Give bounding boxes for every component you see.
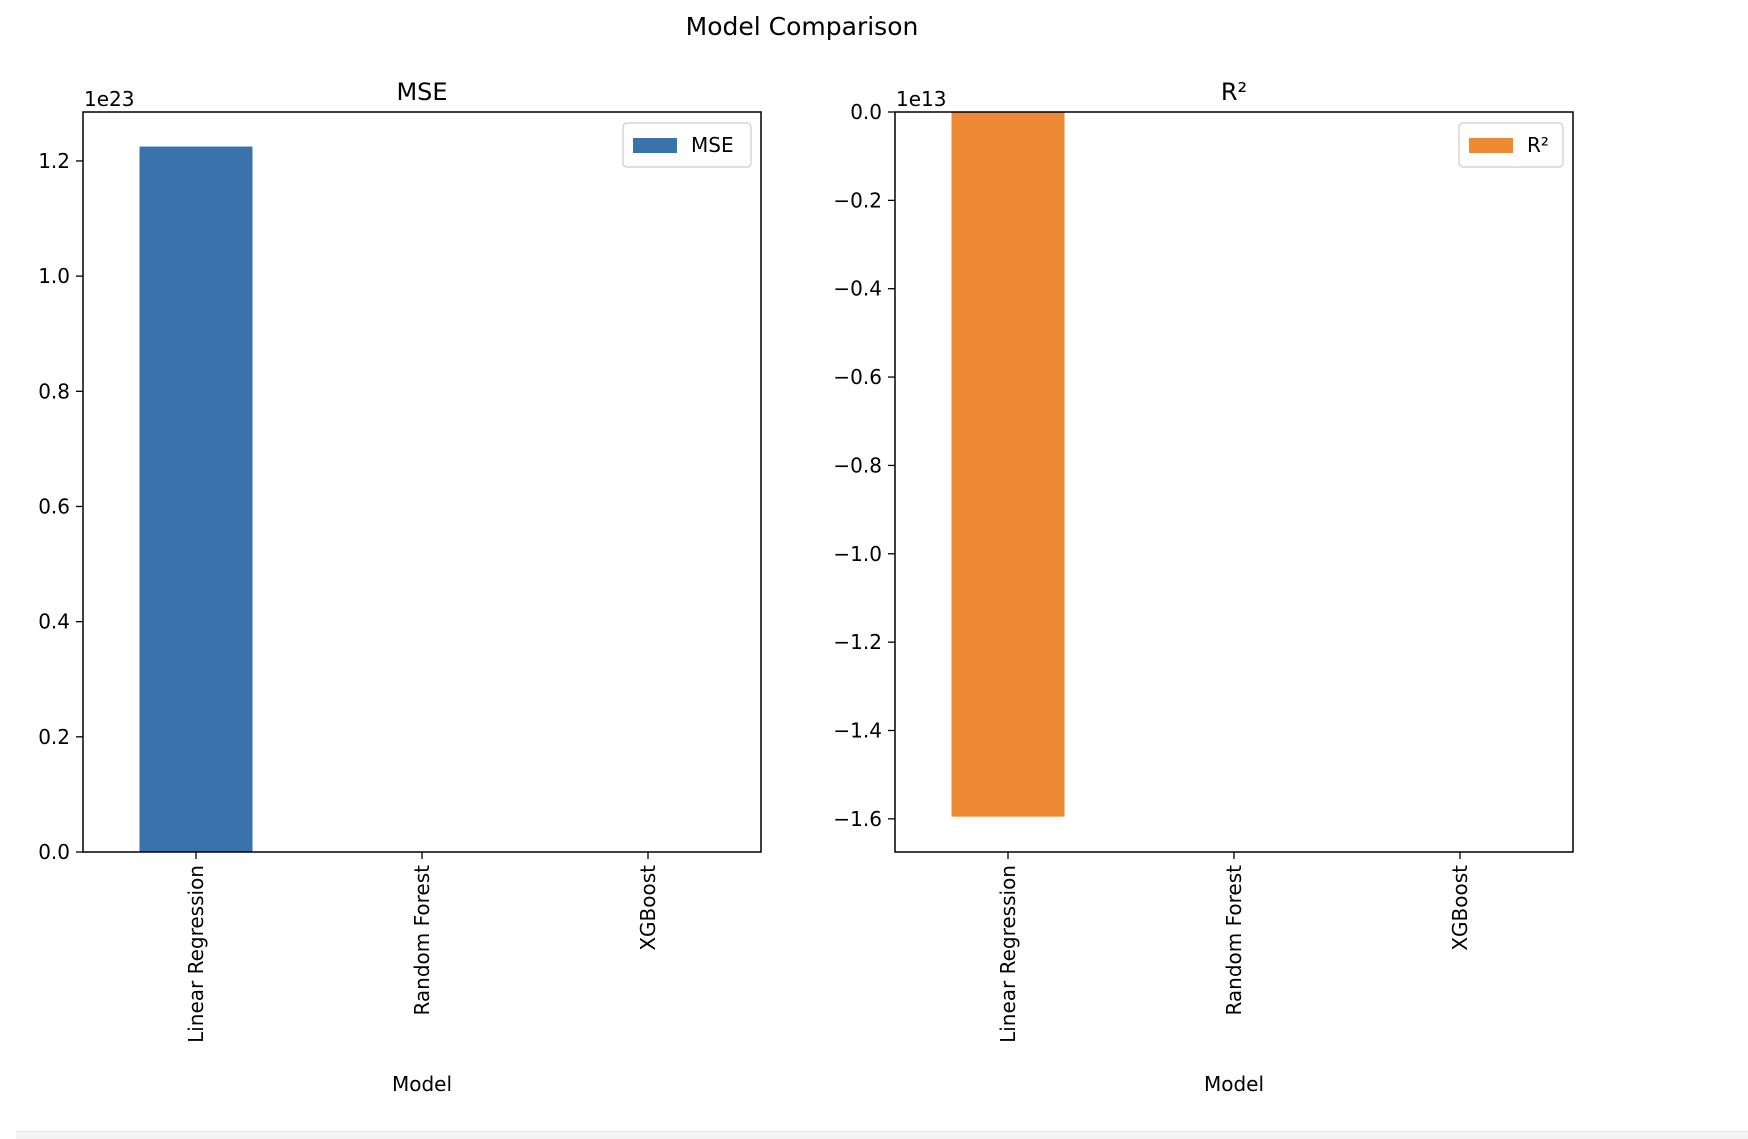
- axes-title: R²: [1221, 78, 1247, 106]
- x-tick-label: Linear Regression: [996, 865, 1020, 1043]
- legend: R²: [1458, 122, 1564, 168]
- output-scroll-strip: [16, 1131, 1748, 1139]
- legend: MSE: [622, 122, 752, 168]
- legend-frame: [622, 122, 752, 168]
- bar-linear-regression: [951, 112, 1065, 817]
- legend-swatch: [633, 138, 677, 153]
- figure-suptitle: Model Comparison: [686, 12, 919, 41]
- chart-1: 0.0 0.2 0.4 0.6 0.8 1.0 1.2 1e23 Linear Regressi…: [38, 78, 762, 1096]
- y-tick-label: 0.2: [38, 725, 70, 749]
- x-tick-label: Random Forest: [410, 865, 434, 1016]
- bar-linear-regression: [139, 146, 253, 853]
- y-tick-label: −0.8: [833, 453, 882, 477]
- y-offset-label: 1e23: [84, 87, 134, 111]
- y-tick-label: 0.0: [850, 100, 882, 124]
- x-axis-label: Model: [1204, 1072, 1264, 1096]
- y-tick-label: −0.6: [833, 365, 882, 389]
- y-tick-label: 0.4: [38, 610, 70, 634]
- y-tick-label: −1.0: [833, 542, 882, 566]
- y-tick-label: 1.0: [38, 264, 70, 288]
- x-tick-label: Linear Regression: [184, 865, 208, 1043]
- y-tick-label: −0.2: [833, 188, 882, 212]
- x-tick-label: Random Forest: [1222, 865, 1246, 1016]
- y-tick-label: 0.8: [38, 379, 70, 403]
- y-tick-label: −1.2: [833, 630, 882, 654]
- y-tick-label: 0.6: [38, 494, 70, 518]
- legend-label: MSE: [691, 133, 734, 157]
- x-axis-label: Model: [392, 1072, 452, 1096]
- legend-label: R²: [1527, 133, 1549, 157]
- axes-title: MSE: [396, 78, 447, 106]
- y-tick-label: 1.2: [38, 149, 70, 173]
- y-tick-label: −0.4: [833, 277, 882, 301]
- y-tick-label: −1.4: [833, 719, 882, 743]
- legend-swatch: [1469, 138, 1513, 153]
- y-offset-label: 1e13: [896, 87, 946, 111]
- y-tick-label: 0.0: [38, 840, 70, 864]
- x-tick-label: XGBoost: [636, 865, 660, 951]
- x-tick-label: XGBoost: [1448, 865, 1472, 951]
- chart-2: 0.0 −0.2 −0.4 −0.6 −0.8 −1.0 −1.2 −1.4 −1.6 1e13 L…: [833, 78, 1574, 1096]
- y-tick-label: −1.6: [833, 807, 882, 831]
